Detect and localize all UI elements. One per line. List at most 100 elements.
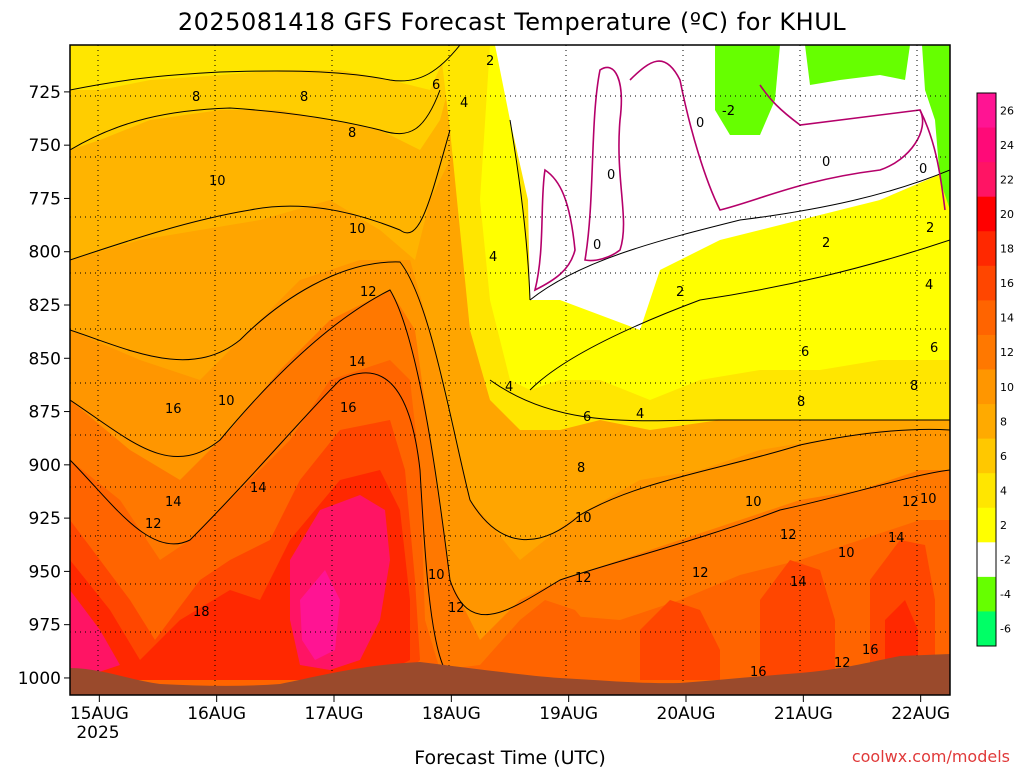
colorbar-tick-label: 14 bbox=[1000, 312, 1014, 325]
colorbar-swatch bbox=[977, 93, 996, 129]
clabel: 10 bbox=[428, 568, 445, 583]
clabel: 10 bbox=[575, 511, 592, 526]
warm-cell-3 bbox=[760, 560, 835, 680]
clabel: 12 bbox=[575, 571, 592, 586]
clabel: 12 bbox=[902, 495, 919, 510]
x-tick-label: 21AUG bbox=[774, 704, 833, 724]
chart-title: 2025081418 GFS Forecast Temperature (ºC)… bbox=[178, 8, 846, 36]
clabel: 0 bbox=[593, 238, 601, 253]
colorbar-tick-label: 6 bbox=[1000, 450, 1007, 463]
colorbar-swatch bbox=[977, 576, 996, 612]
clabel: 14 bbox=[165, 495, 182, 510]
clabel: 0 bbox=[696, 116, 704, 131]
colorbar-swatch bbox=[977, 231, 996, 267]
colorbar-swatch bbox=[977, 265, 996, 301]
clabel: 18 bbox=[193, 605, 210, 620]
clabel: 4 bbox=[489, 250, 497, 265]
colorbar-frame bbox=[976, 92, 997, 647]
clabel: 6 bbox=[801, 345, 809, 360]
y-tick-label: 950 bbox=[29, 562, 61, 582]
y-tick-label: 800 bbox=[29, 243, 61, 263]
grid bbox=[70, 45, 950, 695]
clabel: 4 bbox=[505, 380, 513, 395]
temp-band-4-6 bbox=[70, 45, 450, 90]
y-tick-label: 850 bbox=[29, 349, 61, 369]
clabel: 8 bbox=[910, 379, 918, 394]
colorbar-tick-label: 2 bbox=[1000, 519, 1007, 532]
clabel: 8 bbox=[577, 461, 585, 476]
colorbar-tick-label: 20 bbox=[1000, 208, 1014, 221]
colorbar-tick-label: -6 bbox=[1000, 623, 1011, 636]
terrain bbox=[70, 654, 950, 695]
colorbar-swatch bbox=[977, 611, 996, 647]
colorbar-swatch bbox=[977, 162, 996, 198]
y-axis: 725 750 775 800 825 850 875 900 925 950 975 1000 bbox=[18, 83, 70, 689]
clabel: 8 bbox=[300, 90, 308, 105]
colorbar-swatch bbox=[977, 507, 996, 543]
clabel: 2 bbox=[926, 221, 934, 236]
clabel: 10 bbox=[838, 546, 855, 561]
clabel: -2 bbox=[722, 104, 735, 119]
y-tick-label: 925 bbox=[29, 509, 61, 529]
clabel: 14 bbox=[250, 481, 267, 496]
clabel: 10 bbox=[745, 495, 762, 510]
plot-frame bbox=[69, 44, 951, 696]
y-tick-label: 725 bbox=[29, 83, 61, 103]
clabel: 10 bbox=[349, 222, 366, 237]
clabel: 6 bbox=[432, 78, 440, 93]
colorbar-tick-label: 18 bbox=[1000, 243, 1014, 256]
clabel: 0 bbox=[919, 162, 927, 177]
clabel: 14 bbox=[349, 355, 366, 370]
colorbar-tick-label: 26 bbox=[1000, 104, 1014, 117]
y-tick-label: 775 bbox=[29, 189, 61, 209]
clabel: 6 bbox=[930, 341, 938, 356]
clabel: 4 bbox=[636, 407, 644, 422]
colorbar-tick-label: 8 bbox=[1000, 415, 1007, 428]
clabel: 8 bbox=[192, 90, 200, 105]
x-tick-label: 20AUG bbox=[657, 704, 716, 724]
colorbar-swatch bbox=[977, 300, 996, 336]
x-year-label: 2025 bbox=[76, 723, 119, 743]
clabel: 6 bbox=[583, 410, 591, 425]
temp-band-green-3 bbox=[922, 45, 950, 210]
clabel: 4 bbox=[460, 96, 468, 111]
y-tick-label: 825 bbox=[29, 296, 61, 316]
warm-cell-1 bbox=[520, 600, 600, 680]
temp-band-green-1 bbox=[715, 45, 780, 135]
x-tick-label: 18AUG bbox=[422, 704, 481, 724]
clabel: 16 bbox=[340, 401, 357, 416]
colorbar-tick-label: 22 bbox=[1000, 173, 1014, 186]
y-tick-label: 750 bbox=[29, 136, 61, 156]
colorbar-tick-label: 10 bbox=[1000, 381, 1014, 394]
zero-contours bbox=[533, 60, 946, 292]
colorbar-tick-label: -4 bbox=[1000, 588, 1011, 601]
y-tick-label: 875 bbox=[29, 403, 61, 423]
colorbar-swatch bbox=[977, 334, 996, 370]
clabel: 10 bbox=[218, 394, 235, 409]
clabel: 16 bbox=[862, 643, 879, 658]
colorbar-tick-label: 24 bbox=[1000, 139, 1014, 152]
colorbar-tick-label: 4 bbox=[1000, 484, 1007, 497]
clabel: 12 bbox=[360, 285, 377, 300]
colorbar-tick-label: -2 bbox=[1000, 554, 1011, 567]
colorbar-tick-label: 12 bbox=[1000, 346, 1014, 359]
colorbar-swatch bbox=[977, 369, 996, 405]
colorbar-swatch bbox=[977, 404, 996, 440]
clabel: 14 bbox=[790, 575, 807, 590]
clabel: 14 bbox=[888, 531, 905, 546]
clabel: 2 bbox=[822, 236, 830, 251]
clabel: 8 bbox=[348, 126, 356, 141]
clabel: 8 bbox=[797, 395, 805, 410]
credit-text: coolwx.com/models bbox=[852, 747, 1010, 766]
clabel: 12 bbox=[692, 566, 709, 581]
clabel: 0 bbox=[822, 155, 830, 170]
plot-area: 8 8 6 4 2 0 0 0 -2 0 0 2 2 2 10 8 10 12 … bbox=[70, 45, 950, 695]
colorbar-swatch bbox=[977, 473, 996, 509]
y-tick-label: 1000 bbox=[18, 669, 61, 689]
x-tick-label: 22AUG bbox=[891, 704, 950, 724]
colorbar-tick-label: 16 bbox=[1000, 277, 1014, 290]
temp-band-22-plus bbox=[300, 570, 340, 660]
warm-cell-2 bbox=[640, 600, 720, 680]
clabel: 4 bbox=[925, 278, 933, 293]
